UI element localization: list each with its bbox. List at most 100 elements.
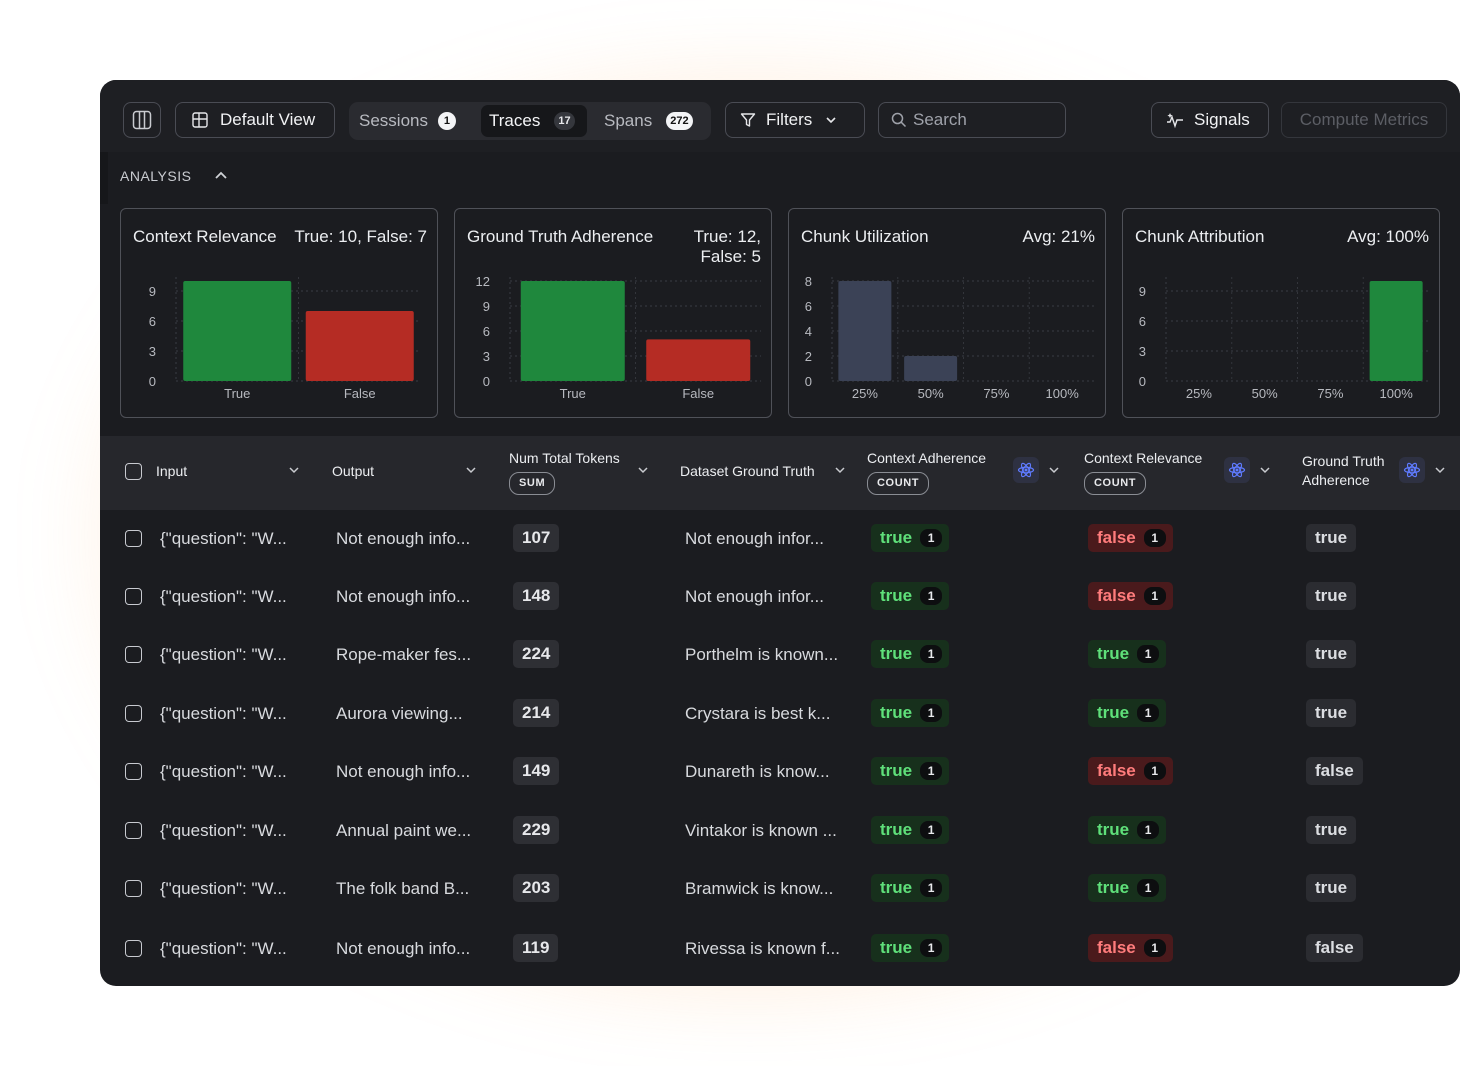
cell-output: Not enough info...	[336, 587, 471, 606]
y-tick-label: 6	[483, 324, 490, 339]
table-row[interactable]: {"question": "W... Aurora viewing... 214…	[100, 685, 1460, 743]
table-row[interactable]: {"question": "W... The folk band B... 20…	[100, 860, 1460, 918]
bar-false[interactable]	[305, 311, 414, 381]
header-num-total-tokens[interactable]: Num Total Tokens SUM	[509, 449, 620, 495]
context-relevance-badge: false 1	[1088, 524, 1173, 552]
x-tick-label: False	[344, 386, 376, 401]
context-relevance-badge: true 1	[1088, 640, 1167, 668]
x-tick-label: 50%	[1252, 386, 1278, 401]
header-ground-truth-adherence[interactable]: Ground Truth Adherence	[1302, 452, 1385, 490]
context-adherence-badge: true 1	[871, 816, 950, 844]
search-input[interactable]: Search	[878, 102, 1066, 138]
cell-num-total-tokens: 224	[513, 640, 560, 668]
badge-count: 1	[920, 939, 943, 957]
signals-label: Signals	[1194, 110, 1250, 129]
context-adherence-badge: true 1	[871, 757, 950, 785]
select-all-checkbox[interactable]	[125, 463, 142, 480]
analysis-bar	[100, 152, 1460, 204]
context-adherence-badge: true 1	[871, 640, 950, 668]
cell-ground-truth-adherence: true	[1306, 816, 1357, 844]
row-checkbox[interactable]	[125, 530, 142, 547]
signals-button[interactable]: Signals	[1151, 102, 1269, 138]
y-tick-label: 6	[149, 314, 156, 329]
header-dataset-ground-truth[interactable]: Dataset Ground Truth	[680, 463, 815, 479]
chevron-down-icon[interactable]	[1258, 463, 1272, 477]
layout-icon	[192, 112, 208, 128]
header-context-adherence[interactable]: Context Adherence COUNT	[867, 449, 986, 495]
badge-value: true	[1097, 644, 1130, 663]
table-row[interactable]: {"question": "W... Annual paint we... 22…	[100, 802, 1460, 860]
context-relevance-badge: true 1	[1088, 816, 1167, 844]
x-tick-label: 75%	[983, 386, 1009, 401]
default-view-button[interactable]: Default View	[175, 102, 335, 138]
row-checkbox[interactable]	[125, 880, 142, 897]
search-placeholder: Search	[913, 110, 967, 129]
signals-icon	[1167, 113, 1183, 129]
table-row[interactable]: {"question": "W... Not enough info... 11…	[100, 920, 1460, 978]
cell-ground-truth-adherence: true	[1306, 524, 1357, 552]
table-row[interactable]: {"question": "W... Rope-maker fes... 224…	[100, 626, 1460, 684]
row-checkbox[interactable]	[125, 646, 142, 663]
chevron-down-icon[interactable]	[636, 463, 650, 477]
chevron-down-icon[interactable]	[464, 463, 478, 477]
badge-count: 1	[920, 821, 943, 839]
cell-dataset-ground-truth: Bramwick is know...	[685, 879, 834, 898]
aggregation-tag: COUNT	[1084, 472, 1147, 495]
table-row[interactable]: {"question": "W... Not enough info... 14…	[100, 568, 1460, 626]
badge-count: 1	[1137, 879, 1160, 897]
context-relevance-badge: true 1	[1088, 874, 1167, 902]
columns-toggle-button[interactable]	[123, 102, 161, 138]
header-context-relevance[interactable]: Context Relevance COUNT	[1084, 449, 1202, 495]
header-input[interactable]: Input	[156, 463, 188, 479]
card-stat-line: Avg: 100%	[1347, 227, 1429, 246]
tab-spans[interactable]: Spans 272	[604, 105, 693, 137]
chevron-down-icon[interactable]	[1433, 463, 1447, 477]
app-window: Default View Sessions 1 Traces 17 Spans …	[100, 80, 1460, 986]
chevron-up-icon[interactable]	[212, 166, 230, 184]
card-title: Chunk Attribution	[1135, 227, 1265, 246]
cell-output: The folk band B...	[336, 879, 470, 898]
x-tick-label: 100%	[1046, 386, 1080, 401]
header-label: Adherence	[1302, 472, 1370, 488]
y-tick-label: 3	[1139, 344, 1146, 359]
card-stat-line: False: 5	[700, 247, 761, 266]
aggregation-tag: SUM	[509, 472, 556, 495]
cell-dataset-ground-truth: Not enough infor...	[685, 529, 824, 548]
bar-false[interactable]	[646, 339, 751, 381]
row-checkbox[interactable]	[125, 940, 142, 957]
row-checkbox[interactable]	[125, 705, 142, 722]
table-row[interactable]: {"question": "W... Not enough info... 10…	[100, 510, 1460, 568]
atom-icon[interactable]	[1224, 457, 1250, 483]
header-label: Context Relevance	[1084, 450, 1203, 466]
card-title: Context Relevance	[133, 227, 277, 246]
row-checkbox[interactable]	[125, 822, 142, 839]
chevron-down-icon[interactable]	[287, 463, 301, 477]
atom-icon[interactable]	[1013, 457, 1039, 483]
chevron-down-icon[interactable]	[1047, 463, 1061, 477]
tab-sessions[interactable]: Sessions 1	[359, 105, 456, 137]
row-checkbox[interactable]	[125, 763, 142, 780]
bar-25pct[interactable]	[838, 281, 892, 381]
chevron-down-icon[interactable]	[833, 463, 847, 477]
cell-output: Annual paint we...	[336, 821, 472, 840]
badge-count: 1	[1143, 587, 1166, 605]
y-tick-label: 0	[805, 374, 812, 389]
row-checkbox[interactable]	[125, 588, 142, 605]
badge-count: 1	[1137, 704, 1160, 722]
filters-button[interactable]: Filters	[725, 102, 865, 138]
bar-100pct[interactable]	[1369, 281, 1423, 381]
badge-value: false	[1097, 761, 1136, 780]
atom-icon[interactable]	[1399, 457, 1425, 483]
header-output[interactable]: Output	[332, 463, 375, 479]
table-row[interactable]: {"question": "W... Not enough info... 14…	[100, 743, 1460, 801]
badge-count: 1	[920, 529, 943, 547]
y-tick-label: 4	[805, 324, 812, 339]
tab-traces[interactable]: Traces 17	[481, 105, 587, 137]
cell-num-total-tokens: 229	[513, 816, 560, 844]
compute-metrics-button[interactable]: Compute Metrics	[1281, 102, 1447, 138]
bar-50pct[interactable]	[904, 356, 958, 381]
bar-true[interactable]	[183, 281, 292, 381]
badge-value: true	[880, 878, 913, 897]
cell-num-total-tokens: 119	[513, 934, 559, 962]
bar-true[interactable]	[520, 281, 625, 381]
